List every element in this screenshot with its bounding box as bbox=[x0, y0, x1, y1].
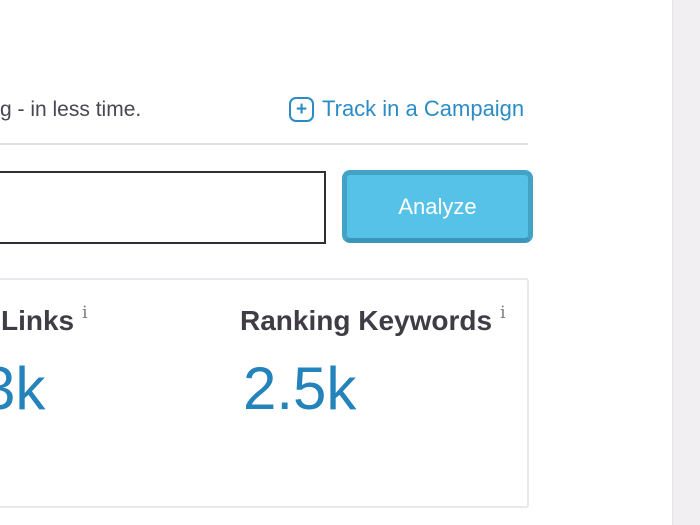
track-in-campaign-link[interactable]: + Track in a Campaign bbox=[289, 97, 524, 122]
plus-glyph: + bbox=[295, 99, 308, 120]
metrics-card bbox=[0, 278, 529, 508]
url-search-input[interactable] bbox=[0, 171, 326, 244]
metric-value-ranking-keywords: 2.5k bbox=[243, 355, 357, 422]
analyze-button[interactable]: Analyze bbox=[342, 170, 533, 243]
metric-value-links: 3k bbox=[0, 355, 46, 422]
metric-header-ranking-keywords-label: Ranking Keywords bbox=[240, 305, 493, 336]
track-in-campaign-label: Track in a Campaign bbox=[322, 96, 525, 121]
metric-header-links: Links i bbox=[1, 305, 88, 336]
section-divider bbox=[0, 143, 528, 145]
info-tooltip-icon[interactable]: i bbox=[82, 303, 88, 323]
info-tooltip-icon[interactable]: i bbox=[500, 303, 506, 323]
metric-header-ranking-keywords: Ranking Keywords i bbox=[240, 305, 506, 336]
tagline-text: g - in less time. bbox=[0, 98, 142, 121]
metric-header-links-label: Links bbox=[1, 305, 75, 336]
analyze-button-label: Analyze bbox=[398, 193, 477, 219]
plus-square-icon: + bbox=[289, 97, 314, 122]
page-right-gutter bbox=[672, 0, 700, 525]
